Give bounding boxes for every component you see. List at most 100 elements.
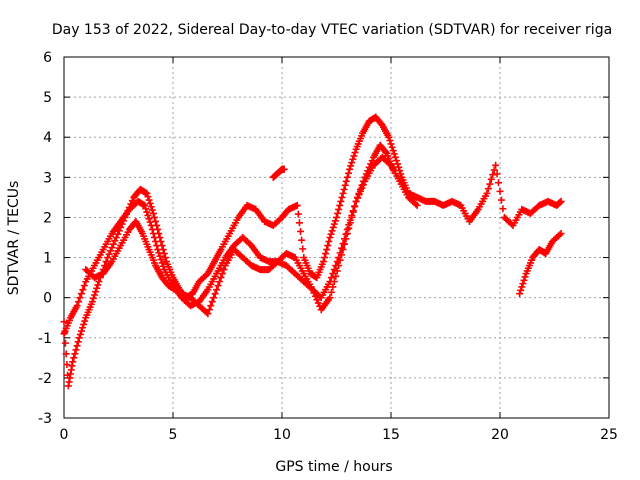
data-point [74, 338, 82, 346]
data-point [159, 262, 167, 270]
y-tick-label: 5 [43, 90, 52, 106]
data-point [152, 238, 160, 246]
y-tick-label: 0 [43, 291, 52, 307]
data-point [364, 167, 372, 175]
data-point [297, 227, 305, 235]
data-point [323, 246, 331, 254]
data-point [367, 160, 375, 168]
data-point [112, 234, 120, 241]
data-point [141, 201, 149, 209]
grid [64, 57, 609, 418]
data-point [389, 147, 397, 155]
data-point [518, 283, 526, 291]
series-track-4 [516, 229, 565, 298]
y-tick-label: 4 [43, 130, 52, 146]
data-point [157, 256, 165, 264]
data-point [340, 240, 348, 248]
data-point [73, 342, 81, 350]
data-point [111, 237, 119, 245]
data-point [145, 196, 153, 204]
axis-ticks [63, 56, 610, 419]
data-point [387, 140, 395, 148]
data-point [326, 234, 334, 241]
data-point [338, 251, 346, 259]
data-point [557, 197, 565, 205]
data-series [60, 113, 565, 390]
data-point [153, 242, 161, 250]
data-point [355, 189, 363, 197]
data-point [144, 211, 152, 219]
data-point [293, 201, 301, 209]
data-point [154, 246, 162, 254]
data-point [342, 177, 350, 185]
data-point [143, 189, 151, 197]
data-point [483, 189, 491, 197]
data-point [330, 278, 338, 286]
data-point [327, 274, 335, 282]
data-point [348, 213, 356, 221]
data-point [145, 215, 153, 223]
series-track-5 [269, 165, 288, 181]
data-point [556, 231, 564, 239]
y-tick-label: -2 [38, 371, 52, 387]
data-point [75, 334, 83, 342]
data-point [517, 286, 525, 294]
data-point [519, 280, 527, 288]
data-point [319, 258, 327, 266]
x-tick-label: 15 [382, 427, 400, 443]
x-tick-label: 20 [491, 427, 509, 443]
data-point [391, 153, 399, 161]
data-point [335, 205, 343, 213]
data-point [346, 219, 354, 227]
data-point [80, 282, 88, 290]
data-point [368, 157, 376, 165]
data-point [324, 242, 332, 250]
data-point [337, 197, 345, 205]
data-point [495, 179, 503, 187]
data-point [150, 213, 158, 221]
x-axis-title: GPS time / hours [275, 459, 392, 475]
data-point [487, 175, 495, 183]
data-point [386, 137, 394, 145]
data-point [108, 244, 116, 252]
y-tick-label: 2 [43, 210, 52, 226]
data-point [217, 274, 225, 282]
data-point [144, 193, 152, 201]
data-point [280, 165, 288, 173]
data-point [520, 276, 528, 284]
x-tick-label: 10 [273, 427, 291, 443]
data-point [362, 170, 370, 178]
data-point [339, 189, 347, 197]
data-point [343, 229, 351, 237]
data-point [147, 203, 155, 211]
data-point [95, 278, 103, 286]
data-point [208, 298, 216, 306]
data-point [321, 254, 329, 262]
data-point [107, 247, 115, 255]
data-point [161, 254, 169, 262]
y-tick-label: 3 [43, 170, 52, 186]
data-point [104, 254, 112, 262]
data-point [146, 218, 154, 226]
data-point [79, 286, 87, 294]
data-point [332, 272, 340, 280]
data-point [499, 205, 507, 213]
data-point [158, 259, 166, 267]
data-point [341, 181, 349, 189]
data-point [413, 201, 421, 209]
y-tick-label: -1 [38, 331, 52, 347]
data-point [340, 185, 348, 193]
data-point [359, 177, 367, 185]
data-point [326, 294, 334, 302]
data-point [220, 266, 228, 274]
data-point [218, 270, 226, 278]
data-point [344, 169, 352, 177]
data-point [338, 193, 346, 201]
data-point [392, 157, 400, 165]
data-point [80, 320, 88, 328]
data-point [327, 230, 335, 238]
data-point [149, 209, 157, 217]
data-point [333, 267, 341, 275]
data-point [109, 240, 117, 248]
